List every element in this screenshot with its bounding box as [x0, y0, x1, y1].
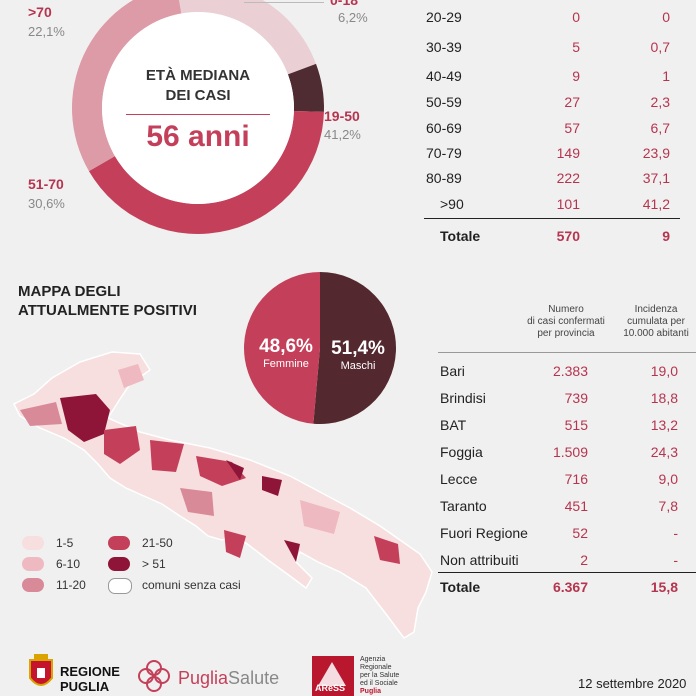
donut-center: [102, 12, 294, 204]
segment-leader-0-18: [244, 2, 324, 3]
table-row: >90 101 41,2: [440, 196, 670, 212]
map-area: [196, 456, 246, 486]
segment-pct-51-70: 30,6%: [28, 196, 65, 211]
median-title-line1: ETÀ MEDIANA: [145, 67, 251, 84]
table-row: 80-89 222 37,1: [426, 170, 670, 186]
region-outline: [12, 351, 433, 639]
map-title: MAPPA DEGLI ATTUALMENTE POSITIVI: [18, 283, 197, 319]
map-area: [224, 530, 246, 558]
table-row: Brindisi 739 18,8: [440, 390, 678, 406]
header-incidence: Incidenza cumulata per 10.000 abitanti: [623, 304, 689, 339]
map-area: [262, 476, 282, 496]
table-row: Lecce 716 9,0: [440, 471, 678, 487]
segment-pct-0-18: 6,2%: [338, 10, 368, 25]
puglia-salute-logo: PugliaSalute: [178, 668, 280, 688]
puglia-map: [12, 351, 433, 639]
segment-pct-19-50: 41,2%: [324, 127, 361, 142]
age-donut-chart: [72, 0, 324, 235]
gender-pie-chart: [243, 272, 396, 425]
map-area: [180, 488, 214, 516]
table-row: Taranto 451 7,8: [440, 498, 678, 514]
table-row: 70-79 149 23,9: [426, 145, 670, 161]
map-area: [300, 500, 340, 534]
aress-logo-icon: [312, 656, 354, 696]
male-pct: 51,4%: [331, 338, 385, 359]
table-row: Non attribuiti 2 -: [440, 552, 678, 568]
gender-slice-female: [243, 272, 320, 424]
donut-slice--70: [178, 0, 317, 75]
donut-slice-51-70: [72, 0, 182, 172]
header-cases: Numero di casi confermati per provincia: [527, 304, 605, 339]
segment-label-over70: >70: [28, 4, 52, 20]
table-row: BAT 515 13,2: [440, 417, 678, 433]
donut-slice-19-50: [88, 110, 324, 235]
map-area: [374, 536, 400, 564]
puglia-salute-flower-icon: [138, 660, 170, 692]
report-date: 12 settembre 2020: [578, 676, 687, 691]
map-area: [118, 364, 144, 388]
female-pct: 48,6%: [259, 336, 313, 357]
regione-puglia-crest-icon: [29, 654, 53, 686]
legend-swatch: [22, 557, 44, 571]
map-area: [150, 440, 184, 472]
female-label-group: 48,6% Femmine: [250, 336, 322, 370]
median-divider: [126, 114, 270, 115]
segment-pct-over70: 22,1%: [28, 24, 65, 39]
table-row: 60-69 57 6,7: [426, 120, 670, 136]
table-row: Bari 2.383 19,0: [440, 363, 678, 379]
median-value: 56 anni: [146, 120, 250, 153]
regione-puglia-logo: REGIONE PUGLIA: [60, 664, 120, 694]
aress-agency-text: Agenzia Regionale per la Salute ed il So…: [360, 656, 400, 695]
table-row: 50-59 27 2,3: [426, 94, 670, 110]
table-divider: [438, 572, 696, 573]
male-label-group: 51,4% Maschi: [322, 338, 394, 372]
table-row: 30-39 5 0,7: [426, 39, 670, 55]
map-area: [284, 540, 300, 562]
male-label: Maschi: [340, 360, 376, 372]
map-area: [60, 394, 110, 442]
segment-label-19-50: 19-50: [324, 108, 360, 124]
header-divider: [438, 352, 696, 353]
median-title-line2: DEI CASI: [165, 87, 231, 104]
table-row: Fuori Regione 52 -: [440, 525, 678, 541]
table-row: 20-29 0 0: [426, 9, 670, 25]
map-area: [20, 402, 62, 426]
table-total-row: Totale 570 9: [440, 228, 670, 244]
table-divider: [424, 218, 680, 219]
segment-label-0-18: 0-18: [330, 0, 359, 8]
segment-label-51-70: 51-70: [28, 176, 64, 192]
map-area: [104, 426, 140, 464]
female-label: Femmine: [263, 358, 309, 370]
legend-swatch: [108, 536, 130, 550]
table-row: 40-49 9 1: [426, 68, 670, 84]
legend-swatch: [108, 557, 130, 571]
table-row: Foggia 1.509 24,3: [440, 444, 678, 460]
legend-swatch: [22, 536, 44, 550]
legend-swatch: [22, 578, 44, 592]
donut-slice-0-18: [287, 63, 324, 112]
table-total-row: Totale 6.367 15,8: [440, 579, 678, 595]
aress-logo-text: AReSS: [315, 683, 346, 693]
gender-slice-male: [313, 272, 396, 425]
legend-swatch: [108, 578, 132, 594]
map-area: [226, 460, 244, 480]
